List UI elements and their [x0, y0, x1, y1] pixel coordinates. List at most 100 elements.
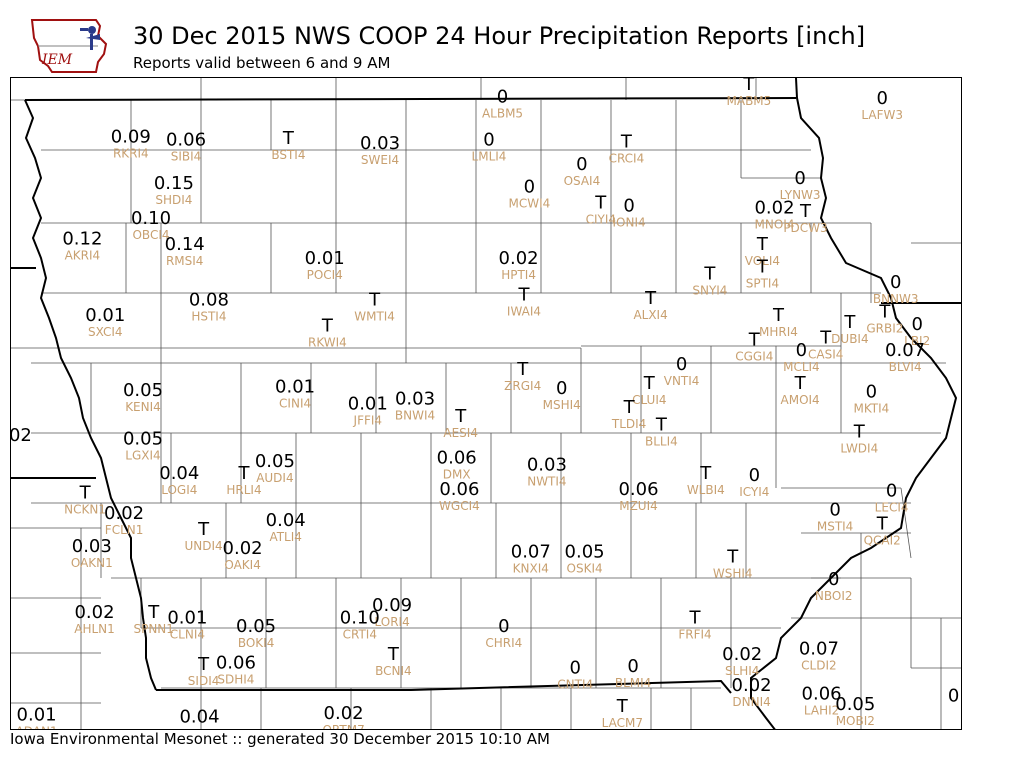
precip-value: 0.04 [159, 463, 199, 484]
precip-value: 0.09 [372, 595, 412, 616]
station-id: ALBM5 [482, 106, 523, 120]
precip-value: T [623, 397, 636, 418]
precip-value: 0.05 [123, 428, 163, 449]
county-borders [11, 78, 961, 729]
precip-value: T [853, 422, 866, 443]
precip-value: T [742, 78, 755, 95]
station-plot: 0 [948, 686, 959, 707]
precip-value: 0.02 [223, 538, 263, 559]
station-id: AKRI4 [65, 249, 101, 263]
precip-value: 0 [576, 154, 587, 175]
precip-value: T [748, 330, 761, 351]
precip-value: 0.05 [835, 694, 875, 715]
station-id: DMX [443, 468, 471, 482]
precip-value: 0 [829, 500, 840, 521]
precip-value: 0 [794, 168, 805, 189]
precip-value: 0.01 [167, 607, 207, 628]
station-id: LOGI4 [161, 483, 197, 497]
precip-value: 0.06 [802, 684, 842, 705]
station-id: RMSI4 [166, 254, 203, 268]
precip-value: T [368, 290, 381, 311]
precip-value: 0.15 [154, 173, 194, 194]
station-id: BCNI4 [375, 664, 412, 678]
precip-value: 0.05 [565, 541, 605, 562]
station-id: POCI4 [307, 268, 343, 282]
precip-value: 0 [569, 658, 580, 679]
station-id: CLDI2 [801, 659, 836, 673]
precip-value: 0.04 [266, 510, 306, 531]
station-id: CIYI4 [586, 212, 616, 226]
station-id: ICYI4 [739, 485, 769, 499]
precip-value: T [518, 284, 531, 305]
station-id: SHDI4 [155, 193, 192, 207]
station-id: OBCI4 [132, 228, 169, 242]
station-id: UNDI4 [185, 539, 223, 553]
precip-value: 0.02 [754, 198, 794, 219]
precip-value: 0.06 [437, 448, 477, 469]
station-id: HRLI4 [226, 483, 261, 497]
precip-value: 0 [890, 272, 901, 293]
precip-value: T [878, 302, 891, 323]
station-id: BOKI4 [238, 636, 275, 650]
station-id: RKRI4 [113, 146, 149, 160]
precip-value: T [282, 128, 295, 149]
station-id: JFFI4 [353, 414, 383, 428]
precip-value: T [620, 132, 633, 153]
precip-value: T [843, 312, 856, 333]
precip-value: 0 [796, 340, 807, 361]
precip-value: 0.06 [216, 653, 256, 674]
station-id: SWEI4 [361, 153, 399, 167]
station-id: LGXI4 [125, 448, 160, 462]
precip-value: 0 [866, 382, 877, 403]
precip-value: 0.12 [62, 229, 102, 250]
station-id: WLBI4 [687, 483, 725, 497]
station-id: MNOI4 [755, 218, 795, 232]
precip-value: 0.07 [885, 340, 925, 361]
station-id: CGGI4 [735, 350, 773, 364]
precip-value: 0.02 [499, 248, 539, 269]
precip-value: 0.03 [360, 133, 400, 154]
station-id: CHRI4 [485, 636, 522, 650]
precip-value: 0 [828, 569, 839, 590]
station-id: RKWI4 [308, 336, 347, 350]
station-plot: 02 [11, 425, 32, 446]
station-id: FCLN1 [105, 523, 144, 537]
